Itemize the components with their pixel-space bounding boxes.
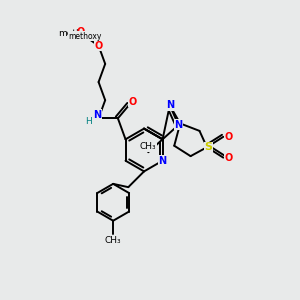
Text: methoxy: methoxy: [58, 29, 98, 38]
Text: O: O: [224, 132, 233, 142]
Text: N: N: [166, 100, 174, 110]
Text: O: O: [76, 27, 85, 37]
Text: O: O: [224, 153, 233, 163]
Text: S: S: [204, 142, 212, 152]
Text: N: N: [93, 110, 101, 120]
Text: CH₃: CH₃: [140, 142, 157, 152]
Text: O: O: [128, 97, 136, 107]
Text: methoxy: methoxy: [68, 32, 102, 41]
Text: CH₃: CH₃: [105, 236, 122, 244]
Text: O: O: [94, 41, 103, 51]
Text: N: N: [158, 156, 167, 166]
Text: N: N: [174, 120, 183, 130]
Text: H: H: [85, 117, 92, 126]
